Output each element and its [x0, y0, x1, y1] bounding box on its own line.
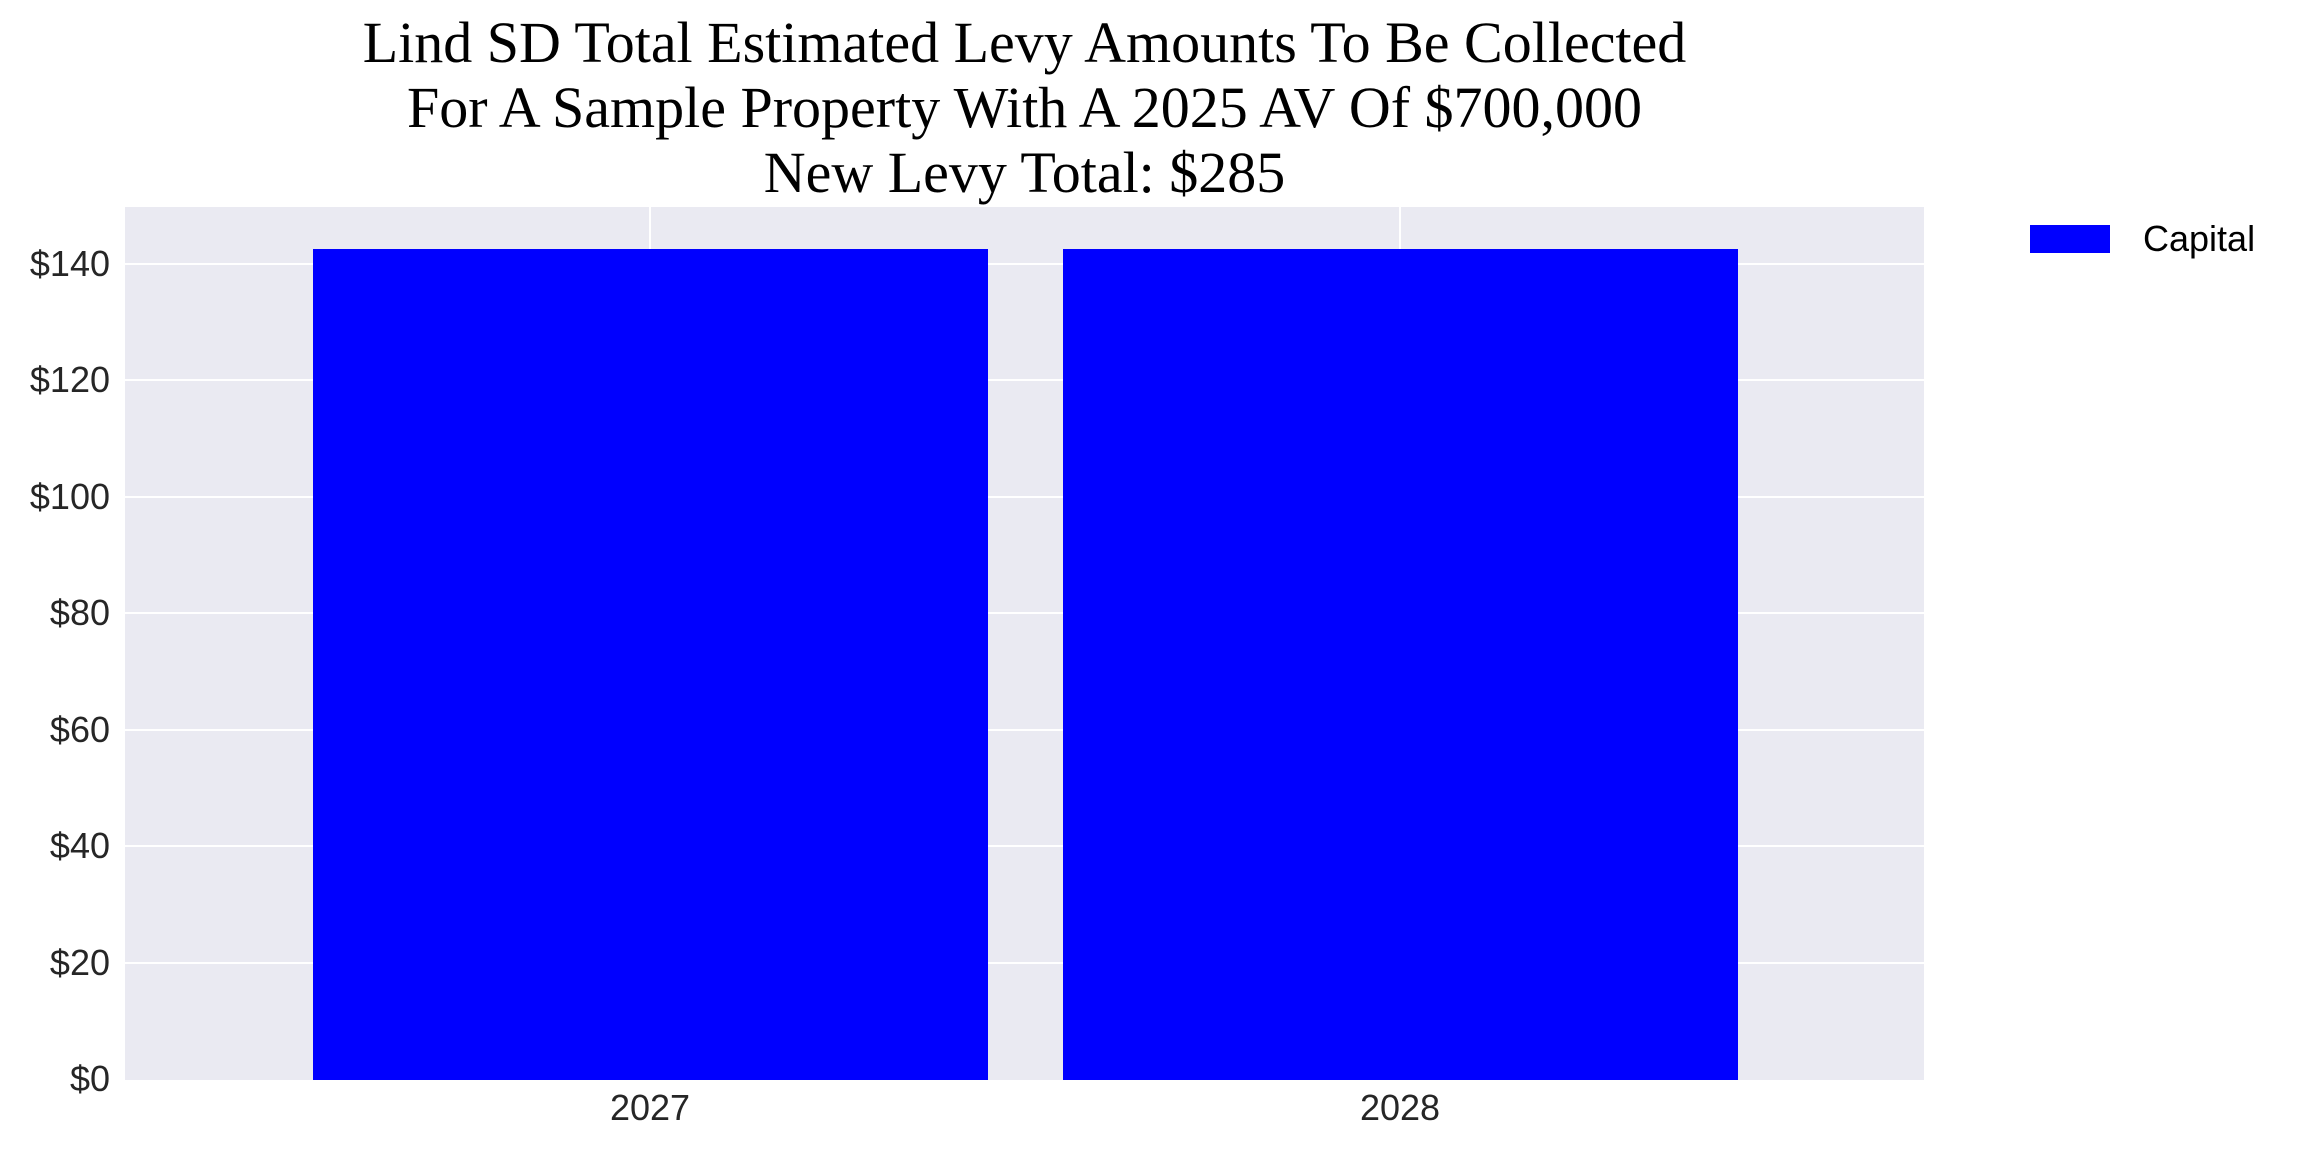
legend: Capital — [2030, 218, 2255, 260]
legend-swatch-capital — [2030, 225, 2110, 253]
y-tick-label: $100 — [29, 475, 110, 517]
y-tick-label: $60 — [49, 708, 110, 750]
gridline-y — [125, 845, 1924, 848]
bar-2028 — [1062, 249, 1738, 1080]
plot-area — [125, 207, 1924, 1080]
gridline-y — [125, 263, 1924, 265]
gridline-y — [125, 728, 1924, 731]
y-tick-label: $80 — [49, 592, 110, 634]
chart-title-line-2: For A Sample Property With A 2025 AV Of … — [406, 75, 1643, 140]
x-tick-label: 2027 — [609, 1087, 691, 1128]
chart-title-line-3: New Levy Total: $285 — [763, 140, 1286, 205]
y-tick-label: $0 — [69, 1058, 110, 1099]
y-tick-label: $20 — [49, 941, 110, 983]
chart-title: Lind SD Total Estimated Levy Amounts To … — [0, 10, 2049, 205]
bar-2027 — [312, 249, 988, 1080]
gridline-y — [125, 495, 1924, 498]
gridline-y — [125, 612, 1924, 615]
chart-title-line-1: Lind SD Total Estimated Levy Amounts To … — [362, 10, 1687, 75]
x-tick-label: 2028 — [1359, 1087, 1441, 1128]
gridline-y — [125, 379, 1924, 382]
y-tick-label: $40 — [49, 825, 110, 867]
legend-label-capital: Capital — [2143, 218, 2256, 259]
y-tick-label: $140 — [29, 243, 110, 284]
y-tick-label: $120 — [29, 359, 110, 401]
gridline-y — [125, 961, 1924, 964]
